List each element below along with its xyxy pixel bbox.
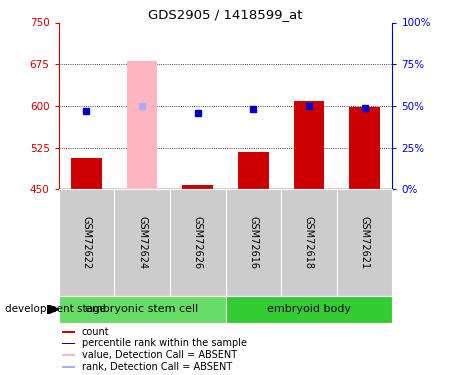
Text: GSM72624: GSM72624 xyxy=(137,216,147,269)
Bar xyxy=(62,342,75,345)
Title: GDS2905 / 1418599_at: GDS2905 / 1418599_at xyxy=(148,8,303,21)
Text: embryonic stem cell: embryonic stem cell xyxy=(85,304,199,314)
Text: development stage: development stage xyxy=(5,304,106,314)
Bar xyxy=(238,152,269,189)
Text: GSM72618: GSM72618 xyxy=(304,216,314,269)
Bar xyxy=(170,189,226,296)
Bar xyxy=(182,185,213,189)
Bar xyxy=(294,102,324,189)
Bar xyxy=(281,189,337,296)
Bar xyxy=(59,296,226,322)
Text: GSM72626: GSM72626 xyxy=(193,216,202,269)
Bar xyxy=(337,189,392,296)
Text: embryoid body: embryoid body xyxy=(267,304,351,314)
Bar xyxy=(114,189,170,296)
Bar xyxy=(59,189,114,296)
Bar xyxy=(62,354,75,356)
Bar xyxy=(226,296,392,322)
Bar xyxy=(127,62,157,189)
Polygon shape xyxy=(47,304,59,314)
Text: rank, Detection Call = ABSENT: rank, Detection Call = ABSENT xyxy=(82,362,232,372)
Bar xyxy=(349,107,380,189)
Text: percentile rank within the sample: percentile rank within the sample xyxy=(82,339,247,348)
Text: count: count xyxy=(82,327,110,337)
Text: GSM72616: GSM72616 xyxy=(249,216,258,269)
Bar xyxy=(71,158,102,189)
Text: value, Detection Call = ABSENT: value, Detection Call = ABSENT xyxy=(82,350,237,360)
Text: GSM72621: GSM72621 xyxy=(359,216,369,269)
Bar xyxy=(62,331,75,333)
Bar xyxy=(62,366,75,368)
Text: GSM72622: GSM72622 xyxy=(82,216,92,269)
Bar xyxy=(226,189,281,296)
